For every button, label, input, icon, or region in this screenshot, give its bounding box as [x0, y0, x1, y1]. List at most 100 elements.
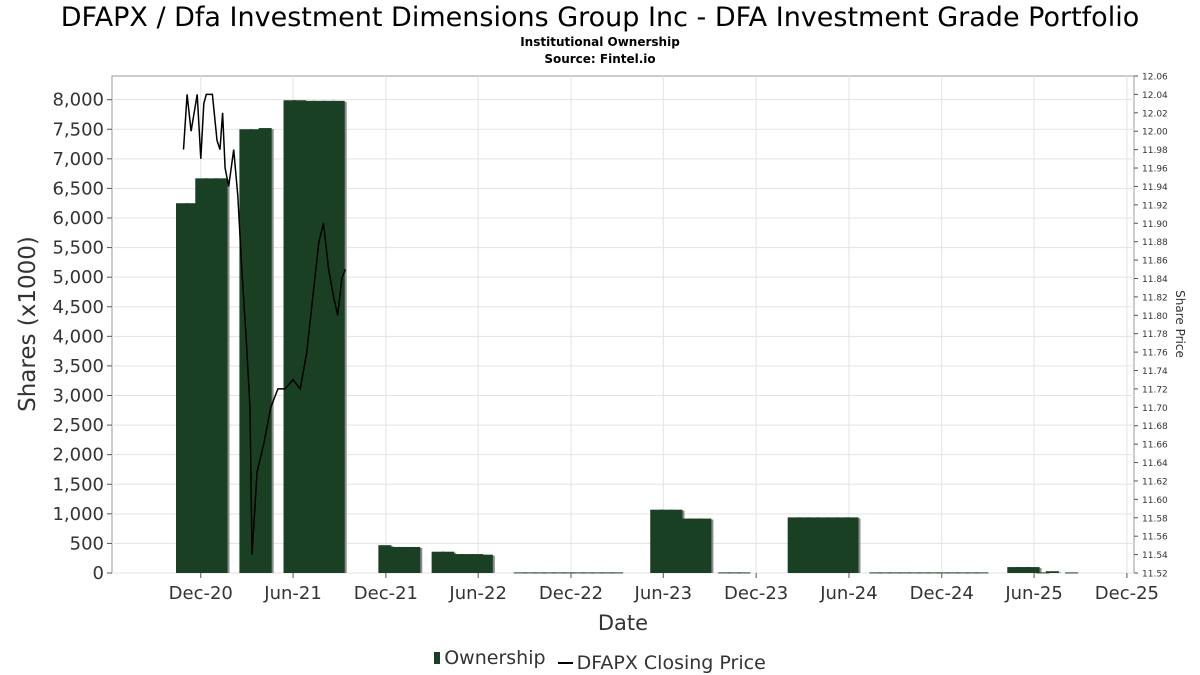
- y2-tick-label: 11.98: [1142, 146, 1168, 156]
- ownership-bar: [927, 572, 941, 574]
- y2-tick-label: 11.78: [1142, 330, 1168, 340]
- ownership-bar: [898, 572, 912, 574]
- ownership-bar: [571, 572, 585, 574]
- x-tick-label: Jun-24: [819, 583, 878, 604]
- y2-tick-label: 11.92: [1142, 201, 1168, 211]
- ownership-bar: [869, 572, 883, 574]
- y2-tick-label: 11.68: [1142, 422, 1168, 432]
- x-tick-label: Jun-21: [263, 583, 322, 604]
- ownership-bar: [610, 572, 624, 574]
- chart-title: DFAPX / Dfa Investment Dimensions Group …: [60, 2, 1140, 33]
- ownership-bar: [1036, 572, 1050, 574]
- y2-tick-label: 11.74: [1142, 367, 1168, 377]
- x-tick-label: Dec-25: [1095, 583, 1159, 604]
- ownership-bars: [176, 100, 1079, 574]
- y-tick-label: 6,500: [52, 178, 104, 199]
- ownership-bar: [214, 178, 228, 573]
- y-tick-label: 0: [93, 563, 104, 584]
- legend-item-ownership: Ownership: [434, 647, 546, 669]
- x-tick-label: Jun-23: [634, 583, 693, 604]
- y2-tick-label: 11.58: [1142, 514, 1168, 524]
- y2-tick-label: 11.88: [1142, 238, 1168, 248]
- ownership-bar: [1026, 567, 1040, 573]
- ownership-bar: [600, 572, 614, 574]
- ownership-bar: [936, 572, 950, 574]
- y-axis-ticks: 0 500 1,000 1,500 2,000 2,500 3,000 3,500 4,000 4…: [52, 90, 112, 584]
- ownership-bar: [718, 572, 732, 574]
- ownership-bar: [533, 572, 547, 574]
- y2-tick-label: 11.86: [1142, 257, 1168, 267]
- ownership-bar: [946, 572, 960, 574]
- y2-tick-label: 11.76: [1142, 349, 1168, 359]
- y-tick-label: 2,000: [52, 445, 104, 466]
- y2-tick-label: 11.80: [1142, 312, 1168, 322]
- ownership-bar: [513, 572, 527, 574]
- ownership-bar: [975, 572, 989, 574]
- y2-tick-label: 11.70: [1142, 404, 1168, 414]
- y-tick-label: 3,000: [52, 386, 104, 407]
- y-tick-label: 7,000: [52, 149, 104, 170]
- ownership-bar: [258, 128, 272, 574]
- y-tick-label: 2,500: [52, 415, 104, 436]
- y2-tick-label: 11.94: [1142, 183, 1168, 193]
- ownership-bar: [1016, 567, 1030, 573]
- x-tick-label: Dec-23: [724, 583, 788, 604]
- x-tick-label: Dec-21: [354, 583, 418, 604]
- x-tick-label: Jun-25: [1004, 583, 1063, 604]
- y2-axis-label: Share Price: [1173, 290, 1187, 358]
- ownership-bar: [878, 572, 892, 574]
- price-line-layer: [182, 93, 347, 555]
- ownership-bar: [737, 572, 751, 574]
- y-tick-label: 3,500: [52, 356, 104, 377]
- y-tick-label: 500: [70, 533, 104, 554]
- y2-tick-label: 11.64: [1142, 459, 1168, 469]
- y2-tick-label: 11.52: [1142, 570, 1168, 580]
- ownership-bar: [727, 572, 741, 574]
- ownership-bar: [523, 572, 537, 574]
- ownership-bar: [917, 572, 931, 574]
- ownership-bar: [552, 572, 566, 574]
- ownership-bar: [907, 572, 921, 574]
- ownership-swatch-icon: [434, 652, 441, 664]
- ownership-bar: [845, 517, 859, 573]
- price-line-swatch-icon: [557, 662, 573, 664]
- y2-tick-label: 11.54: [1142, 551, 1168, 561]
- legend-ownership-label: Ownership: [444, 647, 546, 669]
- y2-tick-label: 11.72: [1142, 385, 1168, 395]
- ownership-bar: [1065, 572, 1079, 574]
- x-tick-label: Dec-20: [169, 583, 233, 604]
- x-tick-label: Dec-24: [910, 583, 974, 604]
- y2-tick-label: 11.90: [1142, 220, 1168, 230]
- ownership-bar: [581, 572, 595, 574]
- y2-tick-label: 11.96: [1142, 165, 1168, 175]
- legend-price-label: DFAPX Closing Price: [576, 652, 766, 674]
- ownership-bar: [479, 554, 493, 573]
- ownership-bar: [965, 572, 979, 574]
- y2-tick-label: 12.04: [1142, 91, 1168, 101]
- legend: Ownership DFAPX Closing Price: [0, 647, 1200, 674]
- legend-item-price: DFAPX Closing Price: [557, 652, 766, 674]
- y-tick-label: 1,000: [52, 504, 104, 525]
- y2-tick-label: 12.02: [1142, 109, 1168, 119]
- ownership-bar: [698, 518, 712, 573]
- y2-tick-label: 12.06: [1142, 73, 1168, 83]
- x-tick-label: Jun-22: [448, 583, 507, 604]
- y-tick-label: 4,000: [52, 326, 104, 347]
- x-tick-label: Dec-22: [539, 583, 603, 604]
- y-axis-label: Shares (x1000): [15, 236, 41, 412]
- y2-tick-label: 12.00: [1142, 128, 1168, 138]
- y-tick-label: 7,500: [52, 119, 104, 140]
- y2-tick-label: 11.66: [1142, 441, 1168, 451]
- y2-tick-label: 11.84: [1142, 275, 1168, 285]
- chart-source: Source: Fintel.io: [544, 52, 656, 66]
- y-tick-label: 5,000: [52, 267, 104, 288]
- y2-tick-label: 11.82: [1142, 293, 1168, 303]
- y-tick-label: 8,000: [52, 90, 104, 111]
- ownership-bar: [561, 572, 575, 574]
- y2-tick-label: 11.56: [1142, 533, 1168, 543]
- ownership-bar: [590, 572, 604, 574]
- x-axis-ticks: Dec-20 Jun-21 Dec-21 Jun-22 Dec-22 Jun-23 Dec-…: [169, 573, 1159, 604]
- ownership-bar: [888, 572, 902, 574]
- ownership-bar: [956, 572, 970, 574]
